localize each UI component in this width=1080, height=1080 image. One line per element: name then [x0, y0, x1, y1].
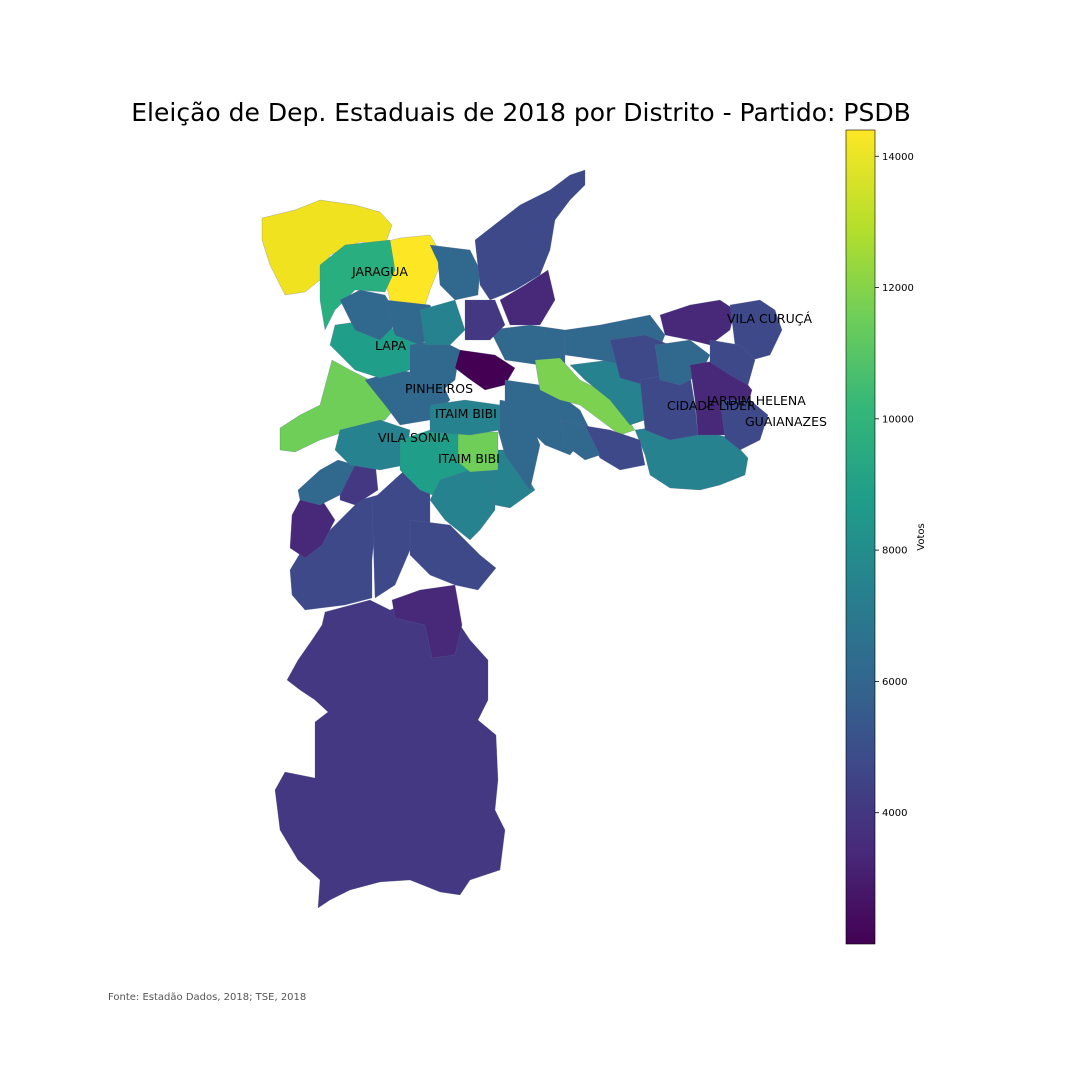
label-lapa: LAPA: [375, 338, 407, 353]
district-ermelino: [659, 299, 736, 346]
label-itaim-bibi-2: ITAIM BIBI: [438, 451, 500, 466]
district-santana: [464, 299, 506, 341]
colorbar-gradient: [845, 129, 876, 945]
district-brasilandia: [429, 244, 481, 301]
map-title: Eleição de Dep. Estaduais de 2018 por Di…: [131, 98, 911, 127]
district-raposo: [297, 459, 356, 506]
district-parelheiros-north: [391, 584, 463, 659]
colorbar-tick-label: 14000: [882, 152, 914, 163]
district-vila-sonia: [334, 419, 411, 471]
label-jardim-helena: JARDIM HELENA: [706, 393, 806, 408]
colorbar-tick-label: 6000: [882, 677, 907, 688]
district-lajeado: [709, 339, 756, 386]
colorbar-ticks: 4000 6000 8000 10000 12000 14000: [875, 152, 914, 819]
district-tucuruvi: [499, 269, 556, 326]
district-se-dark: [454, 349, 516, 391]
district-casa-verde: [419, 299, 466, 346]
district-tremembe: [474, 169, 586, 301]
source-note: Fonte: Estadão Dados, 2018; TSE, 2018: [108, 992, 307, 1003]
colorbar-tick-label: 10000: [882, 414, 914, 425]
district-itaim-bibi: [429, 399, 501, 436]
district-perus: [261, 199, 393, 296]
label-vila-sonia: VILA SONIA: [378, 430, 450, 445]
colorbar-tick-label: 8000: [882, 546, 907, 557]
district-iguatemi: [579, 424, 646, 471]
label-pinheiros: PINHEIROS: [405, 381, 473, 396]
district-sapopemba: [559, 419, 601, 461]
colorbar: 4000 6000 8000 10000 12000 14000 Votos: [845, 129, 927, 945]
district-labels: JARAGUA LAPA PINHEIROS ITAIM BIBI VILA S…: [351, 264, 827, 466]
label-vila-curuca: VILA CURUÇÁ: [727, 311, 812, 326]
colorbar-tick-label: 4000: [882, 808, 907, 819]
label-itaim-bibi-1: ITAIM BIBI: [435, 406, 497, 421]
district-jaragua: [319, 239, 396, 331]
colorbar-label: Votos: [916, 523, 927, 550]
district-south: [274, 597, 506, 909]
district-anhanguera-yellow: [379, 234, 441, 311]
colorbar-tick-label: 12000: [882, 283, 914, 294]
district-shapes: [261, 169, 783, 909]
label-jaragua: JARAGUA: [351, 264, 408, 279]
district-belem-green: [534, 357, 636, 436]
district-itaim-green: [457, 431, 499, 473]
district-guaianases: [719, 399, 769, 451]
district-cidade-dutra: [409, 519, 497, 591]
label-cidade-lider: CIDADE LIDER: [667, 398, 756, 413]
label-guaianazes: GUAIANAZES: [745, 414, 827, 429]
